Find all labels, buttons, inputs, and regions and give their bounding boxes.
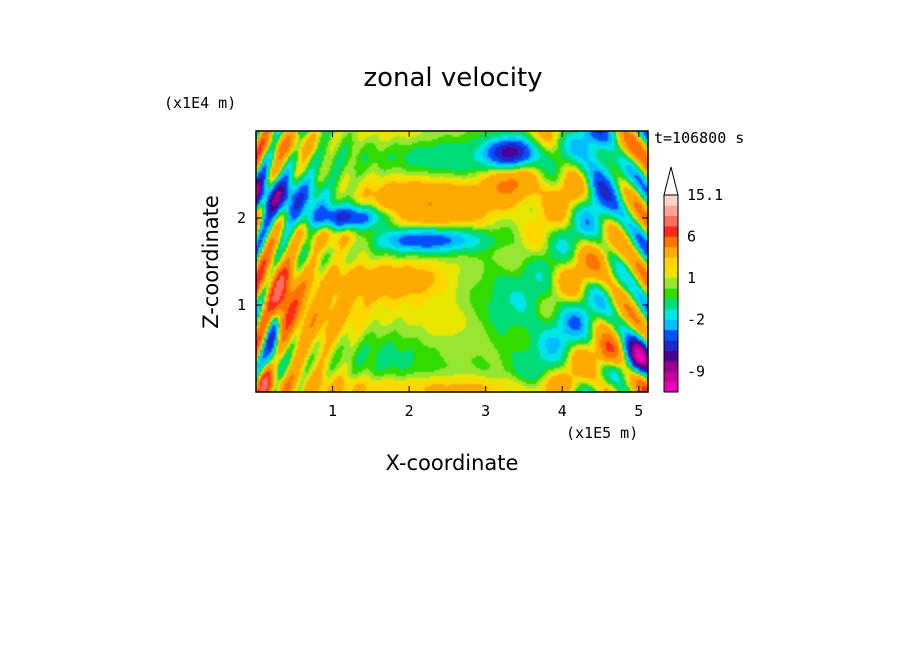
colorbar-segment (664, 226, 678, 237)
colorbar: 15.1 6 1 -2 -9 (663, 166, 723, 393)
x-unit-label: (x1E5 m) (566, 424, 638, 442)
y-tick-label: 1 (237, 296, 246, 314)
colorbar-tick-label: -9 (687, 362, 705, 380)
x-axis-label: X-coordinate (386, 451, 519, 475)
colorbar-segment (664, 329, 678, 341)
colorbar-tick-label: 15.1 (687, 186, 723, 204)
heatmap-plot (255, 130, 649, 393)
y-tick-label: 2 (237, 209, 246, 227)
colorbar-segment (664, 298, 678, 310)
colorbar-segment (664, 319, 678, 331)
colorbar-segment (664, 195, 678, 206)
colorbar-segment (664, 267, 678, 279)
x-tick-label: 3 (481, 402, 490, 420)
colorbar-segment (664, 288, 678, 299)
colorbar-tick-label: 6 (687, 227, 696, 245)
colorbar-segment (664, 236, 678, 248)
colorbar-segment (664, 360, 678, 372)
colorbar-tick-label: 1 (687, 269, 696, 287)
x-tick-label: 1 (328, 402, 337, 420)
plot-frame (255, 130, 649, 393)
colorbar-segment (664, 277, 678, 289)
time-label: t=106800 s (654, 129, 744, 147)
colorbar-extend-max (663, 166, 679, 196)
x-tick-label: 5 (634, 402, 643, 420)
colorbar-segment (664, 381, 678, 393)
colorbar-frame (663, 194, 679, 393)
x-tick-label: 4 (558, 402, 567, 420)
colorbar-segment (664, 350, 678, 362)
colorbar-tick-label: -2 (687, 310, 705, 328)
colorbar-segment (664, 340, 678, 351)
colorbar-segment (664, 257, 678, 268)
colorbar-segment (664, 371, 678, 382)
y-axis: 12 (237, 209, 648, 314)
colorbar-segment (664, 246, 678, 258)
velocity-field (256, 131, 648, 392)
colorbar-segment (664, 309, 678, 320)
y-axis-label: Z-coordinate (199, 195, 223, 329)
y-unit-label: (x1E4 m) (164, 94, 236, 112)
colorbar-segment (664, 205, 678, 217)
x-tick-label: 2 (405, 402, 414, 420)
x-axis: 1 2 3 4 5 (328, 131, 643, 420)
colorbar-segment (664, 215, 678, 227)
chart-title: zonal velocity (363, 63, 542, 93)
